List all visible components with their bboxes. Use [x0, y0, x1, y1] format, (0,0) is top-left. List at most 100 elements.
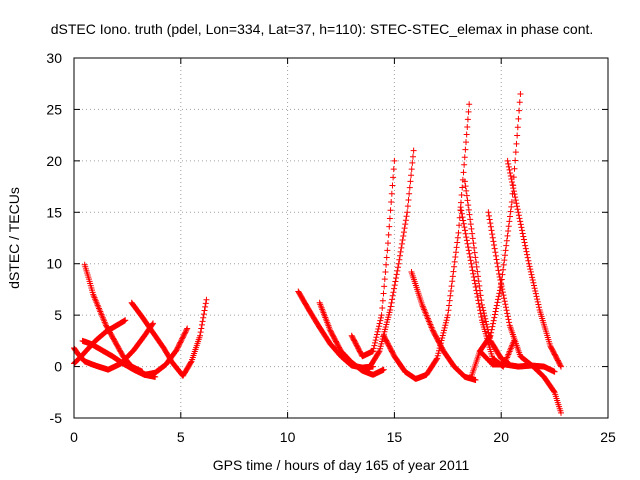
data-point [501, 298, 508, 305]
data-point [462, 227, 469, 234]
data-point [496, 290, 503, 297]
data-point [505, 163, 512, 170]
data-point [197, 332, 204, 339]
data-point [480, 310, 487, 317]
data-point [511, 191, 518, 198]
data-point [398, 240, 405, 247]
data-point [478, 301, 485, 308]
data-point [449, 273, 456, 280]
data-point [528, 271, 535, 278]
data-point [494, 263, 501, 270]
data-point [530, 279, 537, 286]
data-point [384, 247, 391, 254]
data-point [390, 289, 397, 296]
series-arc [476, 348, 558, 375]
data-point [472, 284, 479, 291]
data-point [389, 296, 396, 303]
data-point [496, 271, 503, 277]
data-point [447, 292, 454, 299]
data-point [503, 242, 510, 249]
data-point [508, 176, 515, 183]
data-point [486, 333, 493, 340]
data-point [510, 188, 517, 195]
data-point [536, 304, 543, 311]
data-point [471, 244, 478, 251]
data-point [494, 260, 501, 267]
data-point [491, 241, 498, 248]
data-point [500, 292, 507, 299]
data-point [491, 245, 498, 252]
data-point [485, 209, 492, 216]
data-point [372, 339, 379, 346]
data-point [506, 166, 513, 173]
data-point [486, 212, 493, 219]
data-point [175, 343, 182, 350]
data-point [493, 302, 500, 309]
data-point [388, 299, 395, 306]
data-point [488, 227, 495, 234]
data-point [394, 267, 401, 274]
data-point [501, 257, 508, 264]
data-point [494, 299, 501, 306]
data-point [508, 203, 515, 210]
data-point [454, 239, 461, 246]
data-point [455, 229, 462, 236]
y-axis-label: dSTEC / TECUs [6, 187, 22, 289]
data-point [533, 293, 540, 300]
data-point [527, 268, 534, 275]
data-point [397, 248, 404, 255]
data-point [466, 101, 473, 108]
data-point [558, 363, 565, 370]
data-point [461, 154, 468, 161]
data-point [380, 366, 387, 373]
data-point [399, 236, 406, 243]
data-point [391, 285, 398, 292]
data-point [500, 266, 507, 273]
data-point [472, 376, 479, 383]
data-point [464, 240, 471, 247]
data-point [182, 329, 189, 336]
data-point [487, 223, 494, 230]
data-point [512, 194, 519, 201]
axis-ticks [73, 57, 609, 419]
data-point [492, 252, 499, 259]
data-point [198, 325, 205, 332]
data-point [462, 230, 469, 237]
data-point [439, 335, 446, 342]
x-tick-labels: 0 5 10 15 20 25 [70, 429, 616, 445]
data-point [465, 206, 472, 213]
data-point [488, 326, 495, 333]
data-point [389, 292, 396, 299]
data-point [507, 169, 514, 176]
data-point [517, 91, 524, 97]
data-point [489, 234, 496, 241]
data-point [463, 187, 470, 194]
data-point [443, 317, 450, 324]
data-point [461, 224, 468, 231]
data-point [475, 278, 482, 285]
data-point [442, 322, 449, 329]
data-point [508, 199, 515, 205]
data-point [532, 287, 539, 294]
data-point [504, 310, 511, 317]
data-point [505, 228, 512, 235]
data-point [393, 274, 400, 281]
data-point [388, 190, 395, 197]
data-point [510, 185, 517, 192]
data-point [504, 157, 511, 164]
data-point [453, 244, 460, 251]
data-point [486, 216, 493, 223]
plot-frame [73, 57, 609, 419]
data-point [385, 231, 392, 238]
data-point [469, 230, 476, 237]
data-point [482, 315, 489, 322]
data-point [463, 237, 470, 244]
data-point [463, 234, 470, 241]
data-point [203, 296, 210, 303]
data-point [400, 233, 407, 240]
data-point [461, 161, 468, 168]
data-point [504, 232, 511, 239]
data-point [497, 277, 504, 284]
data-point [390, 174, 397, 181]
y-tick-label: 0 [54, 359, 62, 375]
